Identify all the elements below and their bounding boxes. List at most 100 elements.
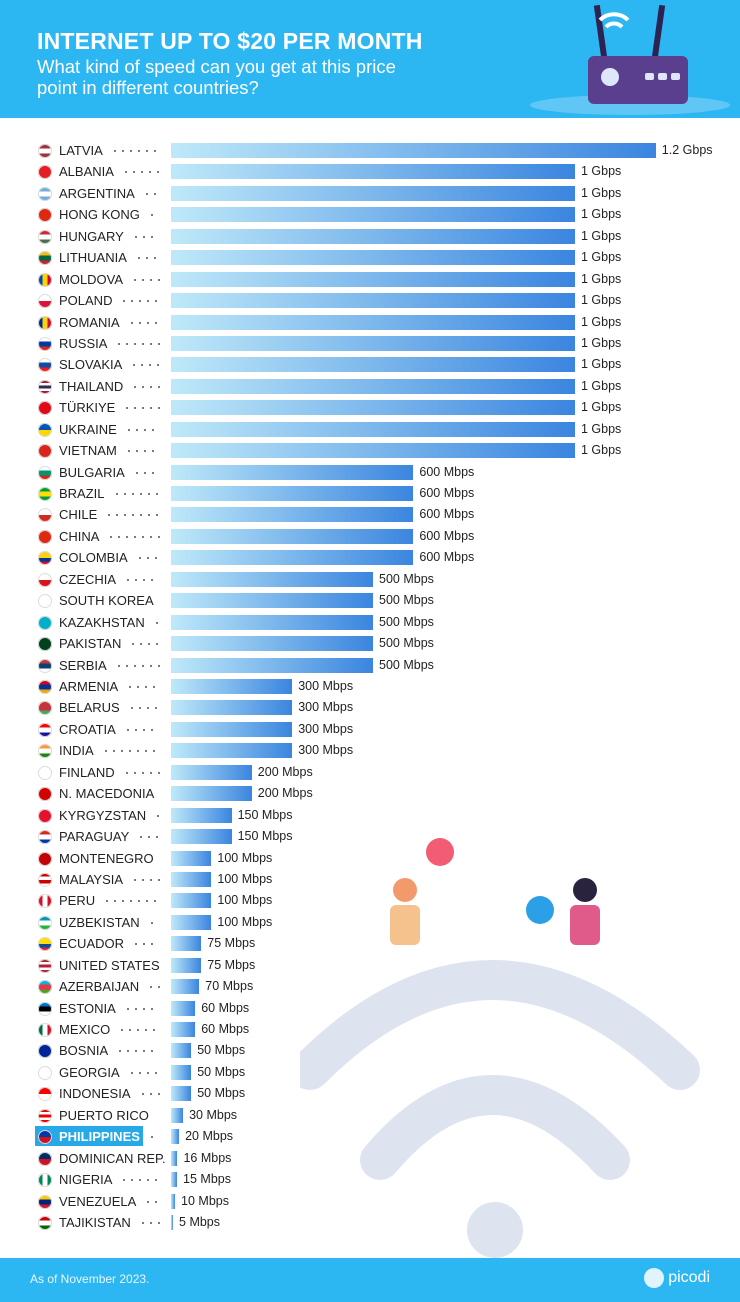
leader-dots: [131, 878, 163, 881]
bar: [171, 507, 414, 523]
date-note: As of November 2023.: [30, 1272, 150, 1286]
chart-row: UKRAINE 1 Gbps: [0, 419, 740, 440]
flag-icon: [38, 722, 52, 737]
leader-dots: [102, 750, 158, 753]
flag-icon: [38, 529, 52, 544]
country-label: MEXICO: [59, 1022, 111, 1038]
value-label: 1 Gbps: [581, 228, 622, 243]
value-label: 1 Gbps: [581, 421, 622, 436]
bar: [171, 1150, 178, 1166]
value-label: 50 Mbps: [197, 1064, 246, 1079]
country-label: BRAZIL: [59, 486, 105, 502]
chart-row: PUERTO RICO 30 Mbps: [0, 1105, 740, 1126]
flag-icon: [38, 808, 52, 823]
chart-row: LITHUANIA 1 Gbps: [0, 247, 740, 268]
chart-row: MEXICO 60 Mbps: [0, 1019, 740, 1040]
flag-icon: [38, 251, 52, 266]
value-label: 1 Gbps: [581, 207, 622, 222]
value-label: 15 Mbps: [183, 1172, 231, 1187]
bar: [171, 1022, 196, 1038]
value-label: 100 Mbps: [217, 850, 273, 865]
country-label: PUERTO RICO: [59, 1107, 149, 1123]
flag-icon: [38, 594, 52, 609]
country-label: CZECHIA: [59, 571, 117, 587]
router-illustration: [530, 4, 730, 115]
chart-row: BULGARIA 600 Mbps: [0, 462, 740, 483]
bar: [171, 1172, 178, 1188]
country-label: KYRGYZSTAN: [59, 807, 147, 823]
leader-dots: [116, 1050, 156, 1053]
country-label: BOSNIA: [59, 1043, 109, 1059]
chart-row: CHINA 600 Mbps: [0, 526, 740, 547]
chart-row: ARMENIA 300 Mbps: [0, 676, 740, 697]
leader-dots: [148, 214, 156, 217]
bar: [171, 786, 252, 802]
chart-row: PARAGUAY 150 Mbps: [0, 826, 740, 847]
chart-row: TAJIKISTAN 5 Mbps: [0, 1212, 740, 1233]
chart-row: VENEZUELA 10 Mbps: [0, 1191, 740, 1212]
flag-icon: [38, 379, 52, 394]
flag-icon: [38, 1173, 52, 1188]
flag-icon: [38, 229, 52, 244]
leader-dots: [120, 300, 160, 303]
value-label: 500 Mbps: [379, 657, 434, 672]
country-label: TAJIKISTAN: [59, 1215, 131, 1230]
flag-icon: [38, 272, 52, 287]
logo-icon: [644, 1268, 665, 1288]
bar: [171, 679, 293, 694]
footer: As of November 2023. picodi: [0, 1258, 740, 1302]
bar: [171, 207, 575, 223]
country-label: SOUTH KOREA: [59, 593, 154, 609]
flag-icon: [38, 487, 52, 502]
flag-icon: [38, 186, 52, 201]
chart-row: COLOMBIA 600 Mbps: [0, 547, 740, 568]
country-label: ALBANIA: [59, 164, 114, 180]
country-label: RUSSIA: [59, 335, 108, 351]
value-label: 1 Gbps: [581, 378, 622, 393]
leader-dots: [118, 1029, 158, 1032]
value-label: 100 Mbps: [217, 871, 273, 886]
value-label: 1 Gbps: [581, 314, 622, 329]
country-label: CROATIA: [59, 721, 116, 737]
bar: [171, 807, 232, 823]
bar: [171, 893, 212, 909]
value-label: 10 Mbps: [181, 1193, 229, 1208]
bar: [171, 400, 575, 416]
chart-row: UZBEKISTAN 100 Mbps: [0, 912, 740, 933]
country-label: POLAND: [59, 293, 113, 309]
chart-row: BELARUS 300 Mbps: [0, 697, 740, 718]
country-label: DOMINICAN REP.: [59, 1150, 166, 1166]
value-label: 60 Mbps: [201, 1022, 250, 1037]
bar: [171, 850, 212, 866]
chart-row: CZECHIA 500 Mbps: [0, 569, 740, 590]
leader-dots: [154, 814, 162, 817]
flag-icon: [38, 572, 52, 587]
chart-title: INTERNET UP TO $20 PER MONTH: [37, 28, 423, 54]
country-label: PARAGUAY: [59, 829, 130, 845]
bar: [171, 378, 575, 394]
picodi-logo: picodi: [644, 1268, 710, 1288]
flag-icon: [38, 872, 52, 887]
leader-dots: [135, 257, 159, 260]
value-label: 500 Mbps: [379, 614, 434, 629]
bar: [171, 593, 373, 609]
bar: [171, 1107, 184, 1123]
bar: [171, 185, 575, 201]
chart-row: KYRGYZSTAN 150 Mbps: [0, 805, 740, 826]
country-label: CHILE: [59, 507, 98, 523]
country-label: PERU: [59, 893, 96, 909]
bar: [171, 1000, 196, 1016]
country-label: ESTONIA: [59, 1000, 116, 1016]
leader-dots: [128, 707, 160, 710]
country-label: TÜRKIYE: [59, 400, 116, 416]
brand-name: picodi: [668, 1269, 710, 1286]
value-label: 300 Mbps: [298, 743, 354, 758]
chart-row: SOUTH KOREA 500 Mbps: [0, 590, 740, 611]
value-label: 1 Gbps: [581, 293, 622, 308]
leader-dots: [115, 664, 163, 667]
leader-dots: [129, 643, 161, 646]
country-label: PHILIPPINES: [59, 1129, 140, 1145]
country-label: ARMENIA: [59, 679, 119, 694]
leader-dots: [137, 836, 161, 839]
value-label: 300 Mbps: [298, 679, 354, 693]
